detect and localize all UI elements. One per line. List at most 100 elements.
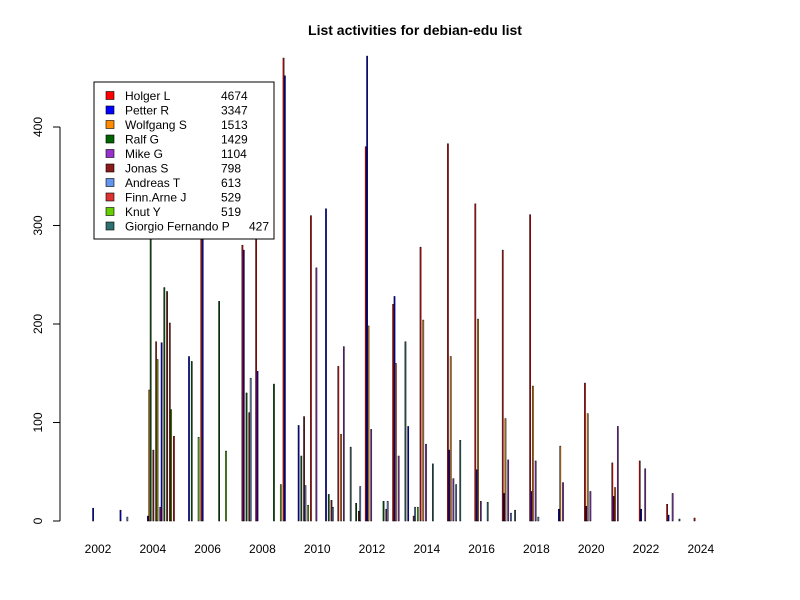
bar-wolfgang-s-2021 [614,487,616,522]
bar-holger-l-2024 [693,517,696,522]
y-tick-label: 300 [31,215,45,235]
legend-total-wolfgang-s: 1513 [221,118,248,132]
bar-ralf-g-2004 [149,230,152,522]
bar-jonas-s-2009.5 [303,416,305,522]
x-tick-label: 2018 [523,542,550,556]
bar-holger-l-2013 [392,304,394,522]
bar-petter-r-2019 [558,508,560,522]
x-tick-label: 2022 [633,542,660,556]
bar-holger-l-2015 [447,143,449,522]
bar-holger-l-2010 [310,215,312,522]
chart-title: List activities for debian-edu list [308,22,522,38]
y-tick-label: 100 [31,412,45,432]
legend-total-ralf-g: 1429 [221,133,248,147]
bar-holger-l-2018 [529,214,531,522]
legend-name-mike-g: Mike G [125,147,163,161]
x-tick-label: 2014 [413,542,440,556]
bar-knut-y-2013.5 [416,506,419,522]
bar-petter-r-2009 [284,75,286,522]
bar-giorgio-fernando-p-2014 [432,463,434,522]
x-tick-label: 2002 [85,542,112,556]
bar-jonas-s-2004 [152,449,155,522]
x-tick-label: 2020 [578,542,605,556]
bar-knut-y-2005.5 [197,437,200,522]
bar-petter-r-2004.5 [160,342,163,522]
bar-ralf-g-2006.5 [218,301,220,522]
legend-name-giorgio-fernando-p: Giorgio Fernando P [125,220,230,234]
bar-holger-l-2004.5 [159,506,162,522]
bar-petter-r-2003 [119,509,122,522]
bar-holger-l-2007.5 [241,244,244,522]
legend-total-andreas-t: 613 [221,176,241,190]
bar-andreas-t-2017 [510,512,512,522]
bar-holger-l-2017 [501,249,504,522]
bar-mike-g-2013 [397,455,400,522]
bar-holger-l-2020 [584,382,586,522]
bar-petter-r-2018 [530,491,533,522]
bar-jonas-s-2007.5 [248,412,251,522]
bar-wolfgang-s-2013 [395,363,397,522]
bar-jonas-s-2013.5 [412,515,415,522]
bar-mike-g-2020 [589,491,592,522]
bar-mike-g-2011 [342,346,345,522]
legend-name-holger-l: Holger L [125,89,171,103]
x-tick-label: 2016 [468,542,495,556]
bar-andreas-t-2013.5 [414,506,416,522]
legend-swatch-petter-r [105,105,115,115]
bar-ralf-g-2004.5 [163,287,166,522]
legend-total-finn-arne-j: 529 [221,191,241,205]
legend-name-finn-arne-j: Finn.Arne J [125,191,186,205]
x-tick-label: 2006 [194,542,221,556]
bar-petter-r-2012 [366,55,368,522]
bar-holger-l-2021 [611,462,614,522]
bar-wolfgang-s-2004 [148,389,151,522]
legend-swatch-ralf-g [105,134,115,144]
bar-wolfgang-s-2011 [340,434,342,522]
bar-holger-l-2012 [364,146,367,522]
bar-holger-l-2009 [282,57,285,522]
bar-ralf-g-2008.5 [273,383,275,522]
bar-wolfgang-s-2018 [532,385,534,522]
bar-knut-y-2004.5 [170,409,173,522]
bar-finn-arne-j-2004 [155,341,157,522]
x-tick-label: 2012 [359,542,386,556]
bar-wolfgang-s-2017 [504,418,507,522]
bar-andreas-t-2012.5 [386,501,389,522]
legend-swatch-jonas-s [105,163,115,173]
bar-giorgio-fernando-p-2023 [678,518,681,522]
y-axis: 0 100 200 300 400 [31,117,61,524]
legend-name-ralf-g: Ralf G [125,133,159,147]
bar-petter-r-2013.5 [407,426,410,522]
legend-box [93,81,275,240]
bar-petter-r-2022 [640,508,642,522]
bar-petter-r-2015 [448,449,451,522]
bar-jonas-s-2010.5 [330,500,333,522]
bar-andreas-t-2010.5 [332,506,334,522]
legend-total-jonas-s: 798 [221,162,241,176]
bar-petter-r-2017 [503,493,505,522]
bar-knut-y-2009.5 [307,504,310,522]
bar-petter-r-2010.5 [325,208,327,522]
bar-holger-l-2016 [474,203,477,522]
bar-giorgio-fernando-p-2013 [404,341,407,522]
bar-mike-g-2021 [616,426,619,522]
bar-andreas-t-2011.5 [359,486,362,522]
bar-wolfgang-s-2014 [422,319,425,522]
bar-ralf-g-2005.5 [190,361,193,522]
bar-mike-g-2012 [370,429,373,522]
bar-petter-r-2004 [147,515,149,522]
bar-giorgio-fernando-p-2011 [349,446,352,522]
x-axis: 2002 2004 2006 2008 2010 2012 2014 2016 2018 2020… [85,542,715,556]
bar-ralf-g-2009.5 [300,455,303,522]
bar-wolfgang-s-2012 [367,325,370,522]
bar-petter-r-2002 [92,507,94,522]
bar-petter-r-2013 [393,296,396,522]
bar-andreas-t-2018 [537,516,540,522]
x-tick-label: 2024 [687,542,714,556]
legend-swatch-knut-y [105,207,115,216]
bar-holger-l-2005 [173,436,175,522]
legend-total-holger-l: 4674 [221,89,248,103]
bar-andreas-t-2003 [126,516,129,522]
x-tick-label: 2008 [249,542,276,556]
